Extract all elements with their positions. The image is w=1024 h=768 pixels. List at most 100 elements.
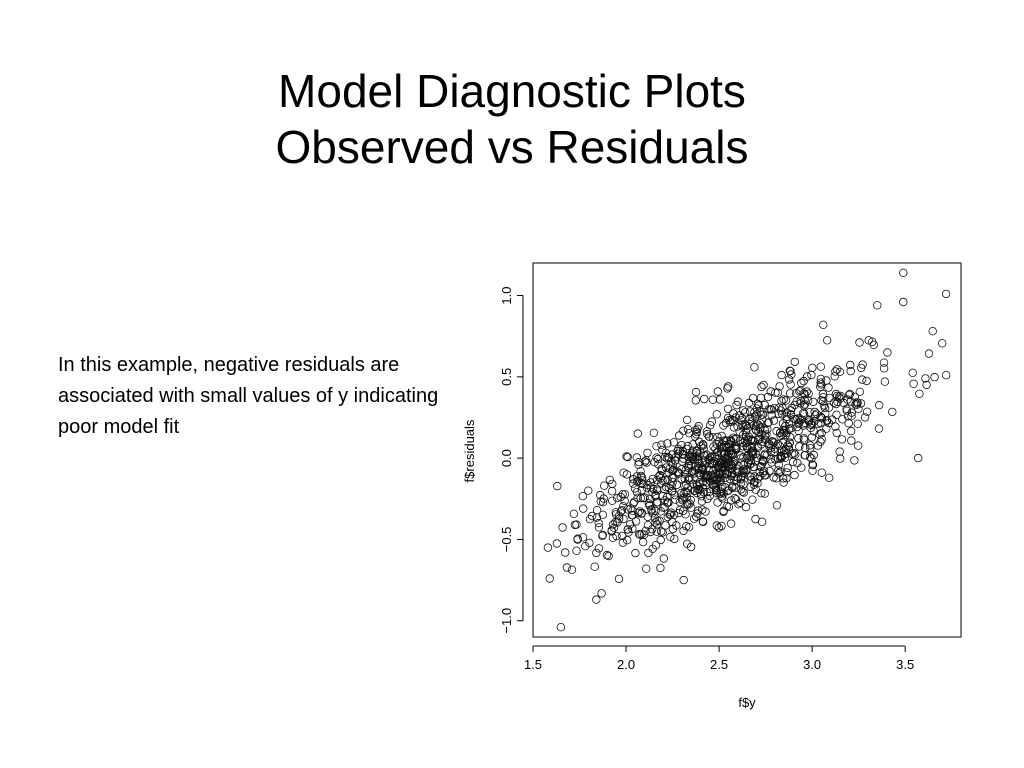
scatter-point xyxy=(888,407,897,417)
x-axis-label: f$y xyxy=(738,695,756,710)
x-tick-label: 3.5 xyxy=(896,657,914,672)
scatter-point xyxy=(683,441,692,451)
scatter-point xyxy=(710,452,719,462)
scatter-point xyxy=(722,469,731,478)
scatter-point xyxy=(941,289,951,299)
scatter-point xyxy=(545,574,554,583)
scatter-point xyxy=(832,391,842,401)
scatter-point xyxy=(668,524,678,534)
scatter-point xyxy=(860,413,870,422)
scatter-point xyxy=(755,424,765,433)
scatter-point xyxy=(751,449,760,459)
scatter-point xyxy=(653,516,662,525)
scatter-point xyxy=(750,472,759,481)
scatter-point xyxy=(754,420,763,429)
scatter-point xyxy=(733,397,743,406)
scatter-point xyxy=(880,377,890,386)
scatter-point xyxy=(631,517,641,526)
scatter-point xyxy=(738,469,747,478)
scatter-point xyxy=(666,532,675,541)
scatter-point xyxy=(850,456,859,465)
scatter-point xyxy=(686,503,696,512)
scatter-point xyxy=(562,563,572,572)
scatter-point xyxy=(705,487,715,496)
scatter-point xyxy=(779,395,788,404)
scatter-point xyxy=(730,494,739,503)
scatter-point xyxy=(742,438,751,447)
scatter-point xyxy=(750,363,759,372)
scatter-point xyxy=(787,403,796,413)
scatter-point xyxy=(855,387,864,396)
plot-frame xyxy=(532,262,962,638)
scatter-point xyxy=(748,393,758,403)
scatter-point xyxy=(824,383,833,392)
scatter-point xyxy=(762,430,771,439)
scatter-point xyxy=(777,396,786,406)
scatter-point xyxy=(640,493,649,502)
scatter-point xyxy=(690,432,700,441)
scatter-point xyxy=(864,336,873,345)
scatter-point xyxy=(817,428,826,438)
scatter-point xyxy=(776,406,785,415)
scatter-point xyxy=(691,387,701,397)
scatter-point xyxy=(626,504,635,513)
scatter-point xyxy=(800,410,809,419)
scatter-point xyxy=(794,419,803,428)
scatter-point xyxy=(708,458,717,467)
scatter-point xyxy=(742,421,751,430)
scatter-point xyxy=(855,338,864,347)
scatter-point xyxy=(879,364,889,373)
scatter-point xyxy=(558,523,567,532)
scatter-point xyxy=(637,508,647,518)
y-tick-label: 1.0 xyxy=(499,286,514,304)
scatter-point xyxy=(853,398,862,407)
scatter-point xyxy=(837,435,847,444)
scatter-point xyxy=(653,454,663,464)
scatter-point xyxy=(768,437,778,446)
scatter-point xyxy=(806,444,815,453)
scatter-point xyxy=(827,415,837,424)
scatter-point xyxy=(608,479,617,489)
scatter-point xyxy=(649,484,658,494)
scatter-point xyxy=(645,494,655,504)
scatter-point xyxy=(561,548,570,557)
scatter-point xyxy=(776,428,785,437)
scatter-point xyxy=(698,517,708,527)
scatter-point xyxy=(758,410,767,419)
scatter-point xyxy=(782,449,791,458)
scatter-point xyxy=(607,487,617,496)
scatter-point xyxy=(651,518,660,527)
scatter-point xyxy=(796,397,805,406)
scatter-point xyxy=(832,410,841,419)
scatter-point xyxy=(620,496,629,506)
scatter-point xyxy=(756,393,766,403)
scatter-point xyxy=(712,410,721,419)
scatter-point xyxy=(799,420,808,429)
scatter-point xyxy=(648,544,657,553)
scatter-point xyxy=(752,426,761,435)
scatter-point xyxy=(736,436,745,445)
scatter-point xyxy=(825,473,834,482)
scatter-point xyxy=(686,542,696,552)
scatter-point xyxy=(756,472,765,481)
scatter-point xyxy=(679,489,688,498)
scatter-point xyxy=(712,521,721,530)
scatter-point xyxy=(824,403,834,412)
scatter-point xyxy=(594,518,603,528)
scatter-point xyxy=(844,419,853,428)
scatter-point xyxy=(657,440,666,449)
scatter-point xyxy=(736,475,746,484)
scatter-point xyxy=(805,441,815,450)
scatter-point xyxy=(723,486,732,496)
scatter-point xyxy=(723,404,733,414)
scatter-point xyxy=(790,470,799,480)
scatter-point xyxy=(572,546,581,555)
y-tick-label: 0.0 xyxy=(499,449,514,467)
scatter-point xyxy=(699,469,708,479)
scatter-point xyxy=(674,469,683,478)
scatter-point xyxy=(719,421,728,430)
scatter-point xyxy=(784,375,794,384)
scatter-point xyxy=(652,520,662,529)
scatter-point xyxy=(579,504,588,513)
scatter-point xyxy=(638,537,648,547)
